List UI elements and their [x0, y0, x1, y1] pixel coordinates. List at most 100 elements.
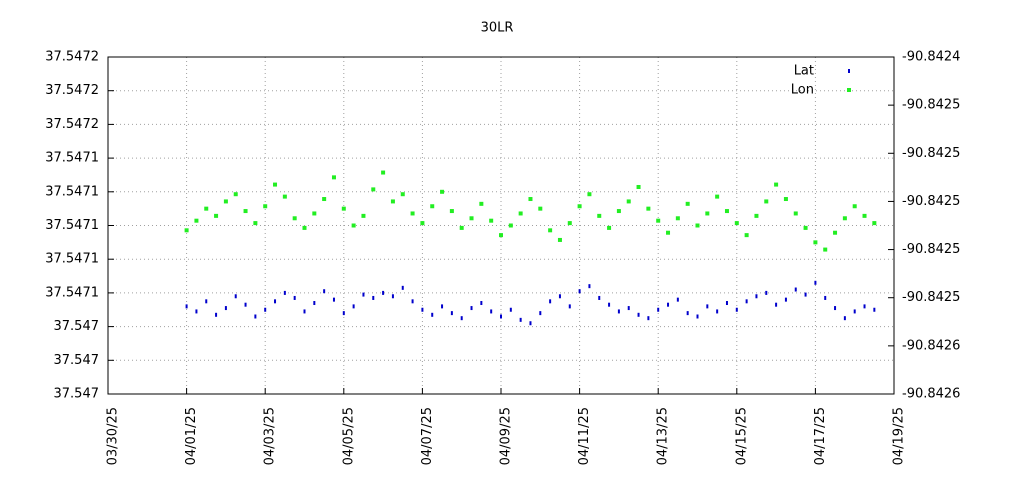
y-tick-label: 37.5471 — [45, 285, 99, 300]
point — [499, 233, 503, 238]
point — [243, 209, 248, 214]
point — [293, 295, 296, 300]
point — [400, 192, 405, 197]
point — [667, 302, 670, 307]
point — [441, 304, 444, 309]
point — [863, 304, 866, 309]
point — [755, 294, 758, 299]
point — [205, 299, 208, 304]
x-tick-label: 04/11/25 — [577, 407, 592, 465]
point — [754, 213, 759, 218]
point — [578, 289, 581, 294]
point — [734, 221, 739, 226]
point — [470, 306, 473, 311]
point — [411, 299, 414, 304]
point — [567, 221, 572, 226]
point — [264, 307, 267, 312]
point — [303, 309, 306, 314]
point — [459, 225, 464, 230]
point — [351, 223, 356, 228]
chart-title: 30LR — [481, 21, 514, 36]
point — [449, 209, 454, 214]
y2-tick-label: -90.8425 — [902, 146, 960, 161]
point — [558, 294, 561, 299]
point — [627, 306, 630, 311]
point — [774, 182, 779, 187]
point — [706, 304, 709, 309]
point — [382, 290, 385, 295]
point — [371, 187, 376, 192]
point — [282, 194, 287, 199]
x-tick-label: 04/07/25 — [420, 407, 435, 465]
point — [332, 297, 335, 302]
point — [764, 199, 769, 204]
point — [323, 289, 326, 294]
point — [479, 201, 484, 206]
point — [588, 284, 591, 289]
point — [214, 213, 219, 218]
point — [362, 292, 365, 297]
point — [608, 302, 611, 307]
point — [803, 225, 808, 230]
x-tick-label: 04/09/25 — [499, 407, 514, 465]
point — [410, 211, 415, 216]
point — [322, 197, 327, 202]
point — [509, 307, 512, 312]
point — [657, 307, 660, 312]
y-tick-label: 37.5472 — [45, 117, 99, 132]
legend-marker — [847, 88, 851, 92]
y2-tick-label: -90.8426 — [902, 387, 960, 402]
point — [204, 206, 209, 211]
point — [725, 301, 728, 306]
point — [813, 240, 818, 245]
point — [724, 209, 729, 214]
point — [292, 216, 297, 221]
point — [420, 221, 425, 226]
point — [185, 304, 188, 309]
point — [852, 204, 857, 209]
point — [557, 237, 562, 242]
x-tick-label: 04/17/25 — [813, 407, 828, 465]
point — [647, 316, 650, 321]
point — [302, 225, 307, 230]
point — [195, 309, 198, 314]
point — [853, 309, 856, 314]
x-tick-label: 04/19/25 — [892, 407, 907, 465]
point — [460, 316, 463, 321]
point — [568, 304, 571, 309]
point — [842, 216, 847, 221]
point — [783, 197, 788, 202]
point — [234, 294, 237, 299]
point — [666, 230, 671, 235]
point — [685, 201, 690, 206]
x-tick-label: 04/15/25 — [734, 407, 749, 465]
point — [431, 312, 434, 317]
point — [548, 228, 553, 233]
point — [872, 221, 877, 226]
point — [469, 216, 474, 221]
point — [528, 197, 533, 202]
point — [352, 304, 355, 309]
y2-tick-label: -90.8425 — [902, 194, 960, 209]
point — [823, 247, 828, 252]
point — [539, 311, 542, 316]
y-tick-label: 37.5471 — [45, 151, 99, 166]
point — [223, 199, 228, 204]
point — [244, 302, 247, 307]
point — [696, 314, 699, 319]
point — [254, 314, 257, 319]
point — [194, 218, 199, 223]
point — [598, 295, 601, 300]
point — [549, 299, 552, 304]
point — [745, 299, 748, 304]
point — [626, 199, 631, 204]
point — [500, 314, 502, 319]
y-tick-label: 37.547 — [54, 319, 100, 334]
point — [224, 306, 227, 311]
point — [646, 206, 651, 211]
x-tick-label: 04/03/25 — [263, 407, 278, 465]
point — [637, 312, 640, 317]
point — [490, 309, 493, 314]
point — [390, 199, 395, 204]
point — [597, 213, 602, 218]
